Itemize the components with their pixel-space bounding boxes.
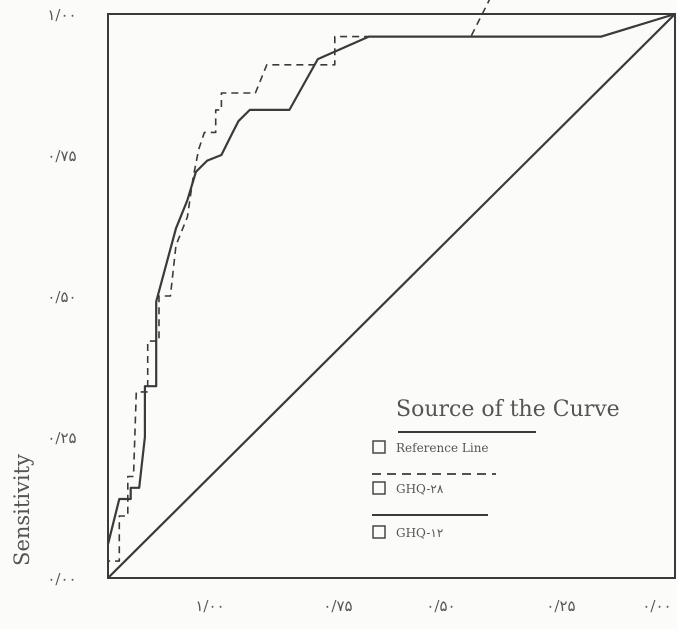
series-ghq-line: [107, 0, 491, 578]
axes-layer: ۰/۰۰ ۰/۲۵ ۰/۵۰ ۰/۷۵ ۱/۰۰ ۱/۰۰ ۰/۷۵ ۰/۵۰ ۰/۲۵ ۰/۰۰…: [10, 6, 676, 615]
y-tick-label: ۱/۰۰: [47, 6, 76, 24]
y-tick-label: ۰/۷۵: [47, 147, 76, 165]
x-tick-label: ۰/۲۵: [546, 597, 575, 615]
y-axis-label: Sensitivity: [10, 454, 34, 566]
legend-entry-label: GHQ-۲۸: [396, 482, 444, 496]
y-tick-label: ۰/۲۵: [47, 429, 76, 447]
y-tick-label: ۰/۵۰: [47, 288, 76, 306]
legend-swatch-box: [372, 440, 386, 454]
legend-title: Source of the Curve: [396, 397, 620, 422]
legend: Source of the Curve Reference Line GHQ-۲۸ G…: [372, 397, 620, 540]
legend-entry-label: Reference Line: [396, 441, 489, 455]
x-tick-label: ۱/۰۰: [195, 597, 224, 615]
y-tick-label: ۰/۰۰: [47, 570, 76, 588]
legend-entry-label: GHQ-۱۲: [396, 526, 443, 540]
plot-frame: [107, 13, 676, 579]
series-ghq-line: [106, 12, 676, 545]
x-tick-label: ۰/۵۰: [426, 597, 455, 615]
legend-swatch-box: [372, 525, 386, 539]
series-layer: [106, 0, 676, 579]
series-reference-line-line: [107, 13, 676, 579]
legend-swatch-box: [372, 481, 386, 495]
x-tick-label: ۰/۷۵: [323, 597, 352, 615]
x-tick-label: ۰/۰۰: [642, 597, 671, 615]
